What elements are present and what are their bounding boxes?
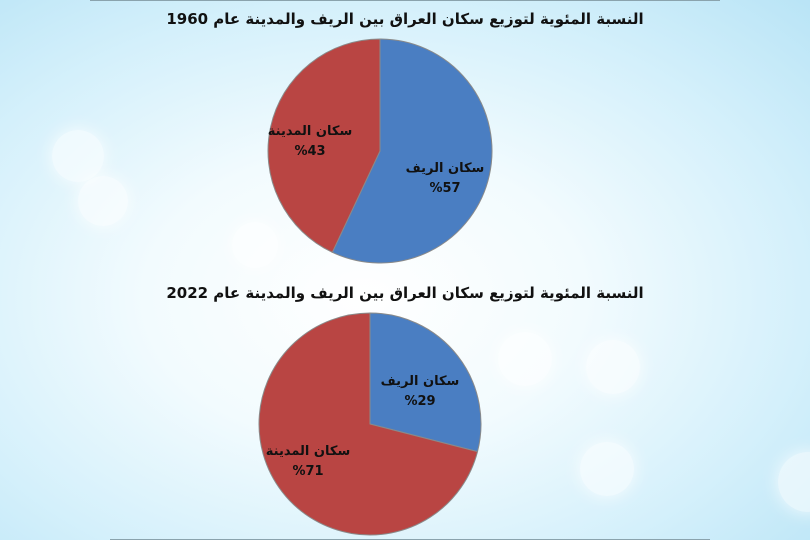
slice-value-label: %43 bbox=[294, 144, 325, 159]
background-bubble bbox=[586, 340, 640, 394]
slice-value-label: %71 bbox=[292, 464, 323, 479]
slice-label: سكان المدينة bbox=[266, 444, 350, 459]
chart-title-1960: النسبة المئوية لتوزيع سكان العراق بين ال… bbox=[166, 10, 644, 28]
pie-slice-rural bbox=[331, 38, 493, 264]
pie-slice-urban bbox=[267, 38, 381, 254]
pie-slice-urban bbox=[258, 312, 479, 536]
slice-label: سكان الريف bbox=[406, 161, 485, 176]
slice-label: سكان المدينة bbox=[268, 124, 352, 139]
pie-slice-rural bbox=[369, 312, 482, 453]
background-bubble bbox=[78, 176, 128, 226]
background-bubble bbox=[498, 332, 552, 386]
background-bubble bbox=[232, 222, 278, 268]
top-divider bbox=[90, 0, 720, 1]
slice-value-label: %57 bbox=[429, 181, 460, 196]
chart-title-2022: النسبة المئوية لتوزيع سكان العراق بين ال… bbox=[166, 284, 644, 302]
slice-label: سكان الريف bbox=[381, 374, 460, 389]
background-bubble bbox=[52, 130, 104, 182]
slice-value-label: %29 bbox=[404, 394, 435, 409]
background-bubble bbox=[580, 442, 634, 496]
